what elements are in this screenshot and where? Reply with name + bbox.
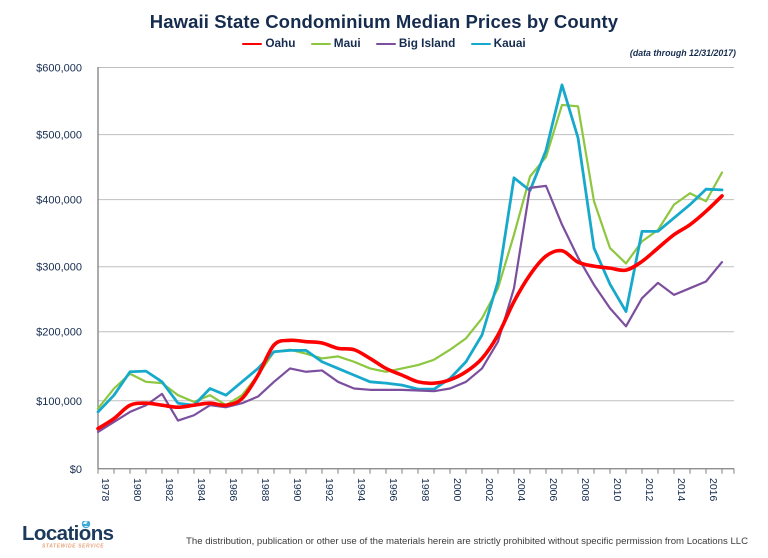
svg-text:2002: 2002 <box>483 478 495 502</box>
svg-text:2000: 2000 <box>451 478 463 502</box>
svg-text:$600,000: $600,000 <box>36 63 82 75</box>
svg-text:2014: 2014 <box>675 478 687 502</box>
svg-text:1998: 1998 <box>419 478 431 502</box>
svg-text:2006: 2006 <box>547 478 559 502</box>
svg-text:1988: 1988 <box>259 478 271 502</box>
svg-text:$300,000: $300,000 <box>36 262 82 274</box>
svg-text:1984: 1984 <box>195 478 207 502</box>
svg-text:2016: 2016 <box>707 478 719 502</box>
svg-text:1980: 1980 <box>131 478 143 502</box>
svg-text:2010: 2010 <box>611 478 623 502</box>
svg-text:$0: $0 <box>70 464 82 476</box>
svg-text:1992: 1992 <box>323 478 335 502</box>
svg-text:1994: 1994 <box>355 478 367 502</box>
svg-text:1990: 1990 <box>291 478 303 502</box>
svg-text:1982: 1982 <box>163 478 175 502</box>
svg-text:2008: 2008 <box>579 478 591 502</box>
svg-text:2004: 2004 <box>515 478 527 502</box>
svg-text:1986: 1986 <box>227 478 239 502</box>
svg-text:1978: 1978 <box>99 478 111 502</box>
svg-text:$500,000: $500,000 <box>36 130 82 142</box>
svg-text:1996: 1996 <box>387 478 399 502</box>
svg-text:2012: 2012 <box>643 478 655 502</box>
svg-text:$100,000: $100,000 <box>36 396 82 408</box>
svg-text:$200,000: $200,000 <box>36 327 82 339</box>
svg-text:$400,000: $400,000 <box>36 195 82 207</box>
